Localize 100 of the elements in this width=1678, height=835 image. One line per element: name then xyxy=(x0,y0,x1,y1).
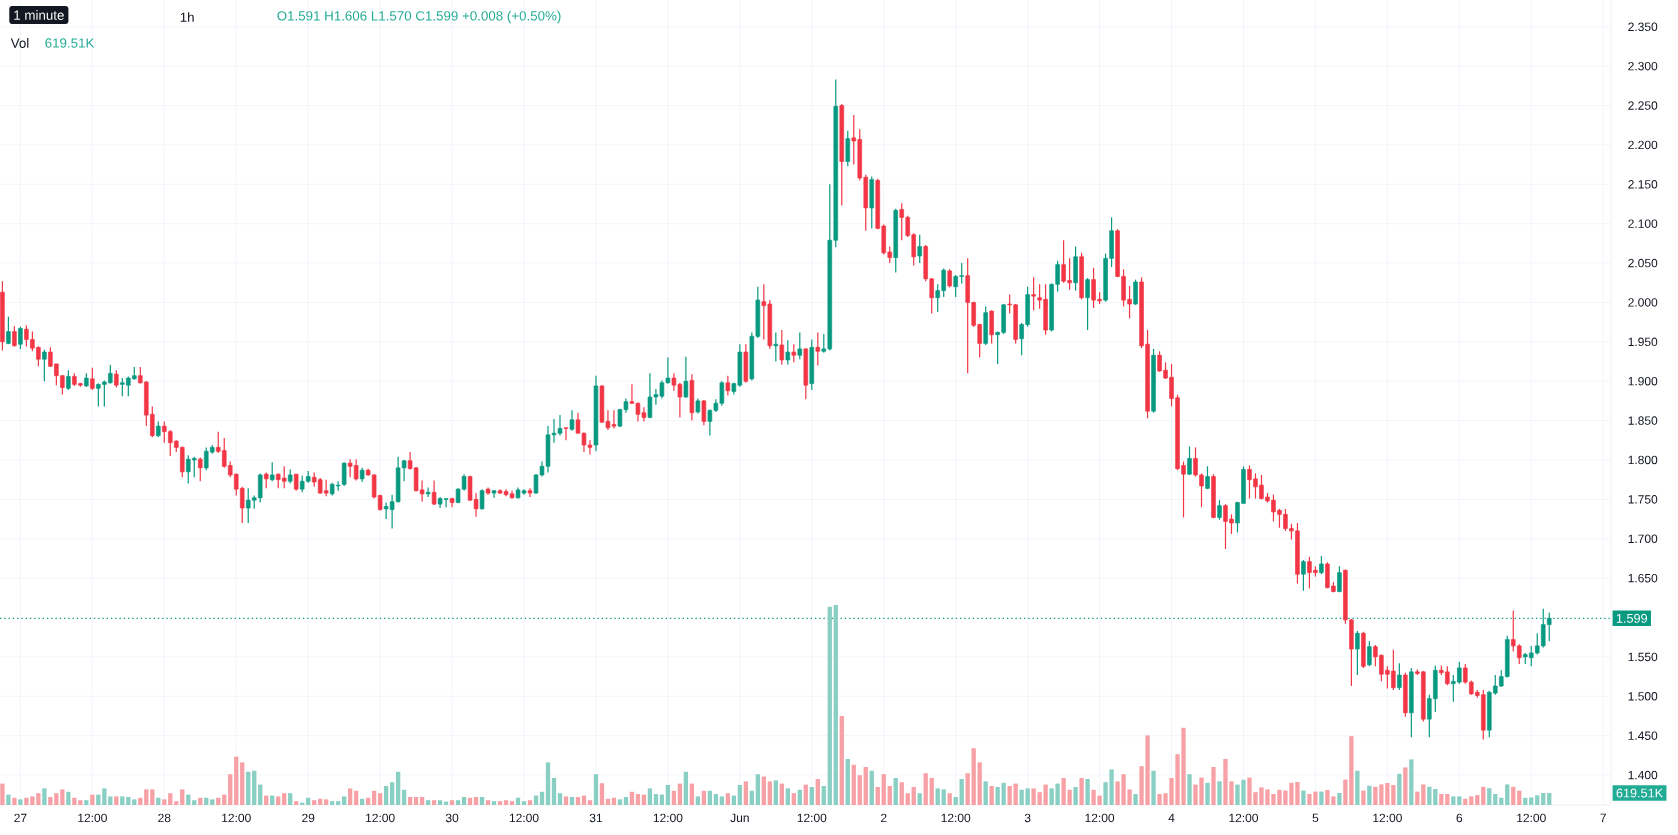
bar xyxy=(324,799,329,805)
bar xyxy=(371,790,377,805)
bar xyxy=(1433,788,1438,805)
x-tick-label: 12:00 xyxy=(1517,813,1546,823)
candlestick xyxy=(1133,279,1138,306)
x-tick-label: 12:00 xyxy=(653,813,683,823)
bar xyxy=(210,799,215,805)
bar xyxy=(491,801,497,805)
bar xyxy=(881,774,886,805)
candlestick xyxy=(269,461,275,482)
bar xyxy=(959,778,964,805)
bar xyxy=(1133,793,1138,805)
bar xyxy=(845,758,850,805)
bar xyxy=(449,800,455,805)
bar xyxy=(168,793,173,805)
y-tick-label: 1.850 xyxy=(1628,416,1658,425)
bar xyxy=(983,781,988,805)
candlestick xyxy=(1319,555,1324,575)
bar xyxy=(587,800,593,805)
candlestick xyxy=(341,461,347,487)
bar xyxy=(713,793,719,805)
candlestick xyxy=(797,331,803,360)
bar xyxy=(851,764,856,805)
bar xyxy=(66,791,71,805)
candlestick xyxy=(1367,640,1372,667)
bar xyxy=(599,783,605,805)
candlestick xyxy=(527,487,533,498)
bar xyxy=(204,797,209,805)
bar xyxy=(827,606,832,805)
y-tick-label: 2.200 xyxy=(1628,140,1658,150)
bar xyxy=(941,789,946,805)
bar xyxy=(929,777,934,805)
bar xyxy=(1409,759,1414,805)
bar xyxy=(467,797,473,805)
candlestick xyxy=(1301,559,1306,592)
bar xyxy=(545,762,551,805)
bar xyxy=(725,793,731,805)
bar xyxy=(294,801,299,805)
x-tick-label: 12:00 xyxy=(509,813,539,823)
bar xyxy=(419,796,425,805)
bar xyxy=(971,748,976,805)
y-tick-label: 1.800 xyxy=(1628,455,1658,465)
bar xyxy=(114,796,119,805)
x-tick-label: 12:00 xyxy=(797,813,827,823)
bar xyxy=(977,762,982,805)
bar xyxy=(1085,778,1090,805)
bar xyxy=(282,793,287,805)
bar xyxy=(1403,767,1408,805)
bar xyxy=(1523,797,1528,805)
candlestick xyxy=(6,316,11,345)
candlestick xyxy=(701,399,707,426)
bar xyxy=(965,773,970,805)
bar xyxy=(767,781,772,805)
bar xyxy=(815,778,820,805)
y-tick-label: 1.750 xyxy=(1628,495,1658,504)
bar xyxy=(689,783,695,805)
bar xyxy=(1541,792,1546,805)
candlestick xyxy=(42,349,47,382)
bar xyxy=(509,801,515,805)
x-tick-label: 5 xyxy=(1312,813,1319,823)
x-tick-label: 28 xyxy=(158,813,171,823)
bar xyxy=(707,790,713,805)
bar xyxy=(515,797,521,805)
bar xyxy=(1427,786,1432,805)
candlestick xyxy=(425,486,431,498)
bar xyxy=(719,796,725,805)
candlestick xyxy=(569,409,575,432)
y-tick-label: 2.050 xyxy=(1628,258,1658,268)
bar xyxy=(593,774,599,805)
bar xyxy=(1415,791,1420,805)
bar xyxy=(120,796,125,805)
y-tick-label: 2.350 xyxy=(1628,22,1658,32)
bar xyxy=(479,796,485,805)
bar xyxy=(809,786,814,805)
bar xyxy=(779,783,784,805)
bar xyxy=(539,791,545,805)
bar xyxy=(383,785,389,805)
bar xyxy=(791,793,796,805)
bar xyxy=(839,715,844,805)
y-tick-label: 1.500 xyxy=(1628,692,1658,701)
bar xyxy=(198,797,203,805)
candlestick xyxy=(773,331,779,363)
bar xyxy=(773,780,778,805)
bar xyxy=(1301,790,1306,805)
bar xyxy=(887,785,892,805)
y-tick-label: 2.250 xyxy=(1628,101,1658,110)
bar xyxy=(1421,784,1426,805)
text: 1h xyxy=(180,12,194,22)
x-tick-label: Jun xyxy=(730,813,749,823)
bar xyxy=(485,800,491,805)
bar xyxy=(1205,782,1210,805)
candlestick xyxy=(90,367,95,391)
candlestick xyxy=(479,488,485,511)
bar xyxy=(162,799,167,805)
bar xyxy=(1397,773,1402,805)
bar xyxy=(749,790,754,805)
candlestick xyxy=(1085,277,1090,331)
bar xyxy=(0,783,5,805)
bar xyxy=(557,793,563,805)
candlestick xyxy=(845,130,851,167)
